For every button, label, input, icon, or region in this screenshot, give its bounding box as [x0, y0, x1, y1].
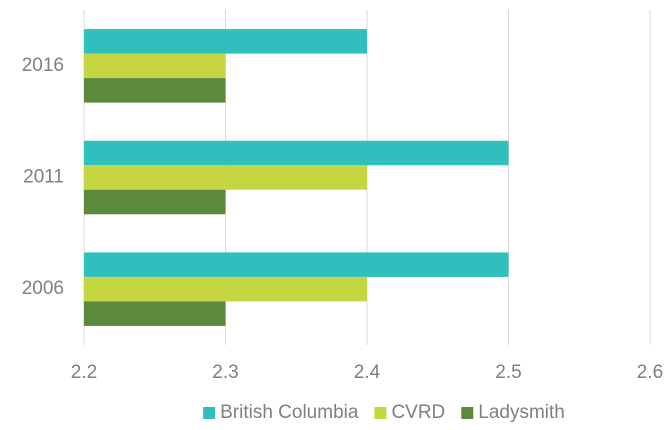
- legend-label: British Columbia: [220, 402, 359, 423]
- bar: [84, 301, 226, 326]
- x-tick-label: 2.6: [637, 362, 663, 383]
- x-tick-label: 2.3: [212, 362, 238, 383]
- y-tick-label: 2006: [22, 278, 64, 299]
- y-tick-label: 2011: [23, 167, 64, 188]
- legend-label: CVRD: [391, 402, 445, 423]
- y-tick-label: 2016: [22, 55, 64, 76]
- x-tick-label: 2.4: [354, 362, 381, 383]
- bar: [84, 140, 509, 166]
- bar: [84, 165, 367, 190]
- bar: [84, 78, 226, 103]
- bar: [84, 189, 226, 215]
- bar: [84, 276, 367, 302]
- legend-swatch: [461, 407, 474, 419]
- bar: [84, 252, 509, 277]
- legend-label: Ladysmith: [478, 402, 565, 423]
- x-tick-label: 2.2: [71, 362, 97, 383]
- legend-swatch: [203, 407, 216, 419]
- x-tick-label: 2.5: [495, 362, 521, 383]
- bar: [84, 29, 367, 54]
- bar: [84, 53, 226, 79]
- legend-swatch: [374, 407, 387, 419]
